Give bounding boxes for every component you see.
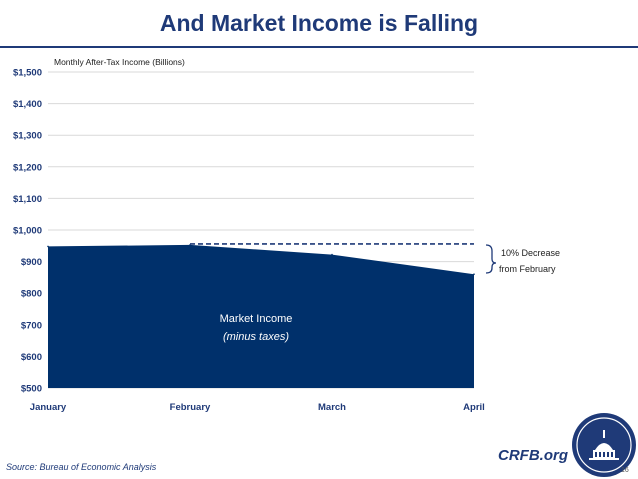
area-label-line2: (minus taxes) — [223, 331, 289, 343]
y-tick-label: $1,000 — [13, 226, 42, 237]
x-tick-label: January — [30, 402, 67, 413]
y-tick-label: $1,200 — [13, 162, 42, 173]
area-label: Market Income (minus taxes) — [220, 313, 293, 343]
slide-title: And Market Income is Falling — [159, 10, 479, 36]
page-number: 16 — [621, 467, 629, 474]
y-tick-label: $800 — [21, 289, 42, 300]
x-tick-label: April — [463, 402, 485, 413]
source-note: Source: Bureau of Economic Analysis — [6, 462, 157, 472]
x-tick-label: February — [170, 402, 211, 413]
site-link[interactable]: CRFB.org — [498, 447, 568, 464]
chart-title: Monthly After-Tax Income (Billions) — [54, 57, 185, 67]
y-tick-label: $1,100 — [13, 194, 42, 205]
annotation-line1: 10% Decrease — [501, 248, 560, 258]
y-axis-ticks: $500 $600 $700 $800 $900 $1,000 $1,100 $1,200 $1… — [13, 68, 42, 395]
x-axis-ticks: January February March April — [30, 402, 485, 413]
x-tick-label: March — [318, 402, 346, 413]
title-divider — [0, 46, 638, 48]
area-label-line1: Market Income — [220, 313, 293, 325]
y-tick-label: $500 — [21, 384, 42, 395]
annotation-brace — [485, 244, 497, 274]
series-area-market-income — [48, 244, 474, 388]
decrease-annotation: 10% Decrease from February — [485, 244, 560, 274]
y-tick-label: $900 — [21, 257, 42, 268]
data-point — [473, 273, 475, 276]
data-point — [47, 245, 49, 248]
y-tick-label: $1,300 — [13, 131, 42, 142]
series-layer — [47, 243, 475, 388]
capitol-seal-logo — [572, 413, 636, 477]
y-tick-label: $1,400 — [13, 99, 42, 110]
data-point — [331, 253, 333, 256]
y-tick-label: $600 — [21, 352, 42, 363]
annotation-line2: from February — [499, 264, 556, 274]
y-tick-label: $1,500 — [13, 68, 42, 79]
y-tick-label: $700 — [21, 320, 42, 331]
